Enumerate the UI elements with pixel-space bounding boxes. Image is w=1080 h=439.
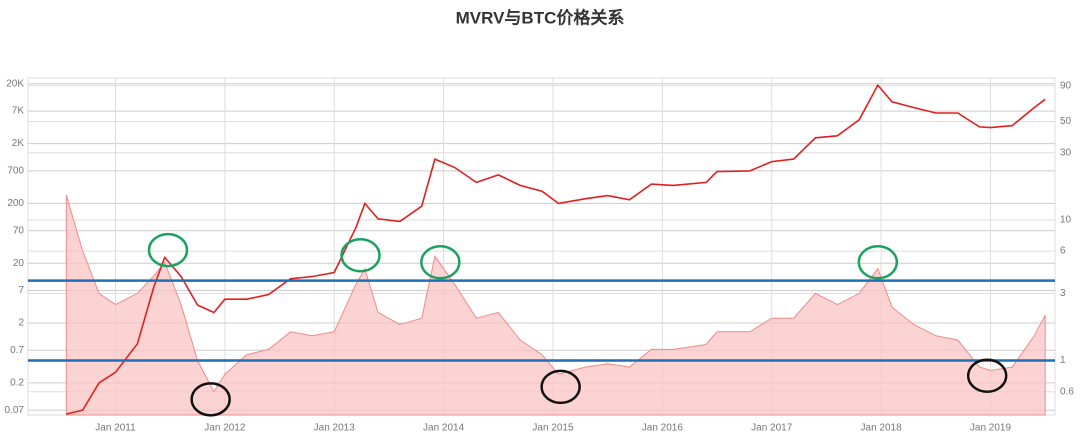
- y-tick-label: 20K: [6, 78, 24, 89]
- highlight-circle: [420, 244, 461, 280]
- y2-tick-label: 3: [1060, 288, 1066, 299]
- y2-tick-label: 50: [1060, 116, 1072, 127]
- y-tick-label: 2K: [12, 138, 25, 149]
- y-tick-label: 200: [7, 198, 24, 209]
- x-tick-label: Jan 2018: [861, 423, 903, 434]
- x-tick-label: Jan 2014: [423, 423, 465, 434]
- highlight-circle: [857, 244, 899, 280]
- y-tick-label: 0.2: [10, 377, 24, 388]
- y2-tick-label: 1: [1060, 355, 1066, 366]
- x-tick-label: Jan 2011: [95, 423, 136, 434]
- x-tick-label: Jan 2017: [751, 423, 793, 434]
- x-tick-label: Jan 2019: [970, 423, 1012, 434]
- y2-tick-label: 6: [1060, 246, 1066, 257]
- y-tick-label: 0.7: [10, 345, 24, 356]
- series-area: [65, 194, 1046, 416]
- highlight-circle: [190, 382, 231, 417]
- x-tick-label: Jan 2016: [642, 423, 684, 434]
- x-tick-label: Jan 2015: [532, 423, 574, 434]
- x-tick-label: Jan 2013: [314, 423, 356, 434]
- y2-tick-label: 10: [1060, 215, 1072, 226]
- y-tick-label: 0.07: [5, 405, 25, 416]
- y-tick-label: 7K: [12, 106, 25, 117]
- highlight-circle: [147, 232, 189, 268]
- y-tick-label: 70: [13, 225, 25, 236]
- highlight-circle: [966, 358, 1008, 393]
- y-tick-label: 700: [7, 166, 24, 177]
- highlight-circle: [540, 369, 581, 405]
- y2-tick-label: 0.6: [1060, 386, 1074, 397]
- y-tick-label: 20: [13, 258, 25, 269]
- y2-tick-label: 30: [1060, 147, 1072, 158]
- chart-title: MVRV与BTC价格关系: [456, 7, 625, 27]
- x-tick-label: Jan 2012: [204, 423, 246, 434]
- y-tick-label: 7: [18, 285, 24, 296]
- series-line: [66, 83, 1046, 415]
- y2-tick-label: 90: [1060, 80, 1072, 91]
- y-tick-label: 2: [18, 318, 24, 329]
- highlight-circle: [340, 238, 381, 273]
